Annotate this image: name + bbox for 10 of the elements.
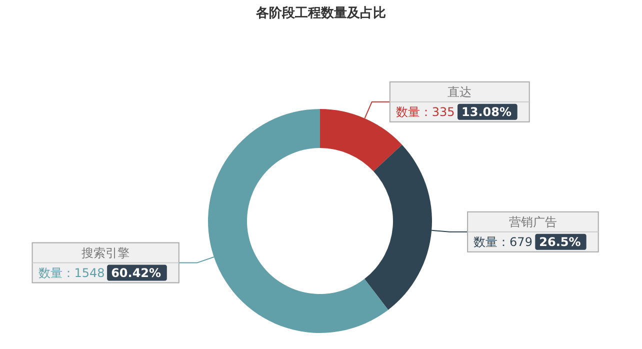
text: 60.42% xyxy=(111,266,162,280)
slice-label: 营销广告 xyxy=(508,214,557,229)
chart-title: 各阶段工程数量及占比 xyxy=(255,6,386,21)
data-label: 数量：1548 xyxy=(38,266,105,280)
data-label: 数量：679 xyxy=(474,234,532,249)
text: 13.08% xyxy=(462,104,512,119)
data-label: 数量：335 xyxy=(396,104,455,119)
slice-label: 搜索引擎 xyxy=(82,246,130,260)
text: 26.5% xyxy=(539,234,581,249)
slice-label: 直达 xyxy=(448,84,472,99)
